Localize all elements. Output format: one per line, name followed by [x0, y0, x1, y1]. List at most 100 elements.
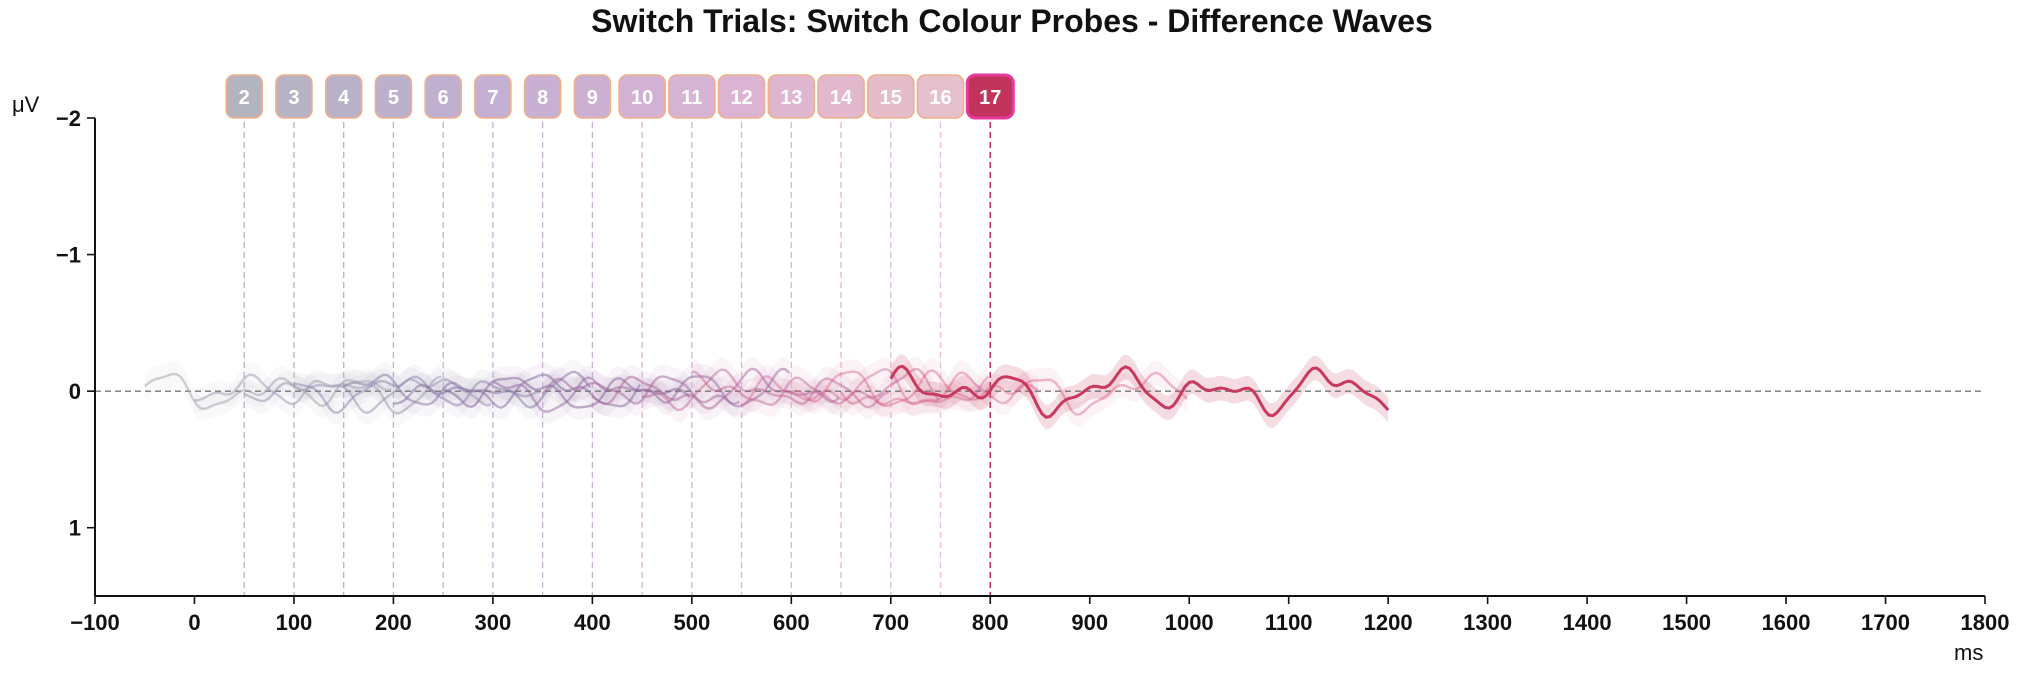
x-tick-label: 1800: [1961, 610, 2010, 635]
x-tick-label: 1000: [1165, 610, 1214, 635]
y-tick-label: −1: [56, 243, 81, 268]
probe-badge: 3: [275, 74, 313, 119]
probe-badge: 12: [717, 74, 766, 119]
ci-band: [592, 356, 840, 421]
probe-badge: 11: [668, 74, 716, 119]
probe-badge-label: 15: [880, 87, 902, 109]
probe-legend: 2 3 4 5 6 7 8 9 10 11 12 13 14 15 16 17: [225, 73, 1015, 120]
probe-badge-label: 6: [438, 87, 449, 109]
series-lines: [143, 364, 1390, 419]
probe-badge-label: 4: [338, 87, 350, 109]
ci-band: [691, 356, 939, 418]
x-tick-label: 1600: [1762, 610, 1811, 635]
probe-badge-box: [618, 74, 666, 119]
x-tick-label: 200: [375, 610, 412, 635]
x-ticks: −100 0 100 200 300 400 500 600 700 800 900 1000 1100…: [70, 596, 2009, 635]
probe-badge-label: 10: [631, 87, 653, 109]
series-line: [194, 373, 442, 415]
probe-badge: 9: [573, 74, 612, 119]
ci-band: [542, 356, 790, 419]
x-tick-label: 1400: [1563, 610, 1612, 635]
probe-badge-label: 16: [929, 87, 951, 109]
x-tick-label: 600: [773, 610, 810, 635]
probe-badge-box: [424, 74, 462, 119]
probe-badge-label: 7: [487, 87, 498, 109]
probe-badge-label: 3: [288, 87, 299, 109]
series-line: [591, 367, 840, 410]
series-line: [541, 367, 791, 408]
x-tick-label: 1500: [1662, 610, 1711, 635]
probe-badge-box: [668, 74, 716, 119]
probe-badge: 15: [866, 74, 915, 119]
y-tick-label: 0: [69, 379, 81, 404]
probe-badge-label: 12: [730, 87, 752, 109]
y-tick-label: 1: [69, 516, 81, 541]
probe-badge: 13: [767, 74, 816, 119]
probe-badge-label: 17: [979, 87, 1001, 109]
axes: [94, 118, 1985, 597]
probe-badge-label: 8: [537, 87, 548, 109]
y-tick-label: −2: [56, 106, 81, 131]
probe-badge-box: [965, 73, 1015, 120]
x-tick-label: 0: [188, 610, 200, 635]
probe-badge: 4: [324, 74, 363, 119]
series-line: [889, 364, 1390, 419]
series-line: [343, 370, 592, 409]
probe-badge: 6: [424, 74, 462, 119]
x-tick-label: 300: [475, 610, 512, 635]
ci-band: [791, 359, 1038, 417]
x-tick-label: 900: [1071, 610, 1108, 635]
probe-badge: 16: [916, 74, 965, 119]
probe-badge: 8: [523, 74, 562, 119]
probe-badge: 5: [374, 74, 413, 119]
probe-badge-label: 14: [830, 87, 853, 109]
probe-badge: 14: [817, 74, 865, 119]
series-line: [790, 370, 1039, 406]
x-tick-label: 1200: [1364, 610, 1413, 635]
series-line: [840, 369, 1189, 416]
series-line: [243, 378, 492, 414]
probe-badge-box: [573, 74, 612, 119]
x-tick-label: 400: [574, 610, 611, 635]
probe-badge-label: 5: [388, 87, 399, 109]
probe-badge-box: [767, 74, 816, 119]
series-line: [691, 367, 940, 406]
x-axis-label: ms: [1954, 640, 1983, 665]
series-line: [293, 375, 541, 414]
ci-band: [244, 366, 491, 426]
probe-badge-box: [474, 74, 512, 119]
y-ticks: −2 −1 0 1: [56, 106, 95, 541]
probe-badge-box: [817, 74, 865, 119]
probe-badge-label: 9: [587, 87, 598, 109]
series-line: [741, 367, 990, 407]
probe-badge-box: [866, 74, 915, 119]
x-tick-label: 500: [673, 610, 710, 635]
y-axis-label: μV: [12, 92, 40, 117]
probe-onset-lines: [243, 112, 992, 596]
ci-band: [293, 364, 541, 426]
probe-badge-label: 2: [239, 87, 250, 109]
x-tick-label: 100: [276, 610, 313, 635]
probe-badge: 2: [225, 74, 264, 119]
probe-badge-box: [275, 74, 313, 119]
probe-badge-label: 11: [681, 87, 702, 109]
probe-badge-box: [717, 74, 766, 119]
x-tick-label: 1100: [1265, 610, 1313, 635]
probe-badge: 7: [474, 74, 512, 119]
chart-title: Switch Trials: Switch Colour Probes - Di…: [591, 3, 1433, 39]
x-tick-label: 1300: [1463, 610, 1512, 635]
probe-badge-box: [225, 74, 264, 119]
series-line: [492, 375, 741, 413]
probe-badge-box: [916, 74, 965, 119]
probe-badge: 10: [618, 74, 666, 119]
x-tick-label: 1700: [1861, 610, 1910, 635]
ci-band: [741, 356, 989, 418]
x-tick-label: 700: [872, 610, 909, 635]
ci-band: [841, 358, 1188, 427]
probe-badge-box: [324, 74, 363, 119]
probe-badge: 17: [965, 73, 1015, 120]
probe-badge-box: [374, 74, 413, 119]
probe-badge-box: [523, 74, 562, 119]
series-line: [641, 368, 890, 412]
